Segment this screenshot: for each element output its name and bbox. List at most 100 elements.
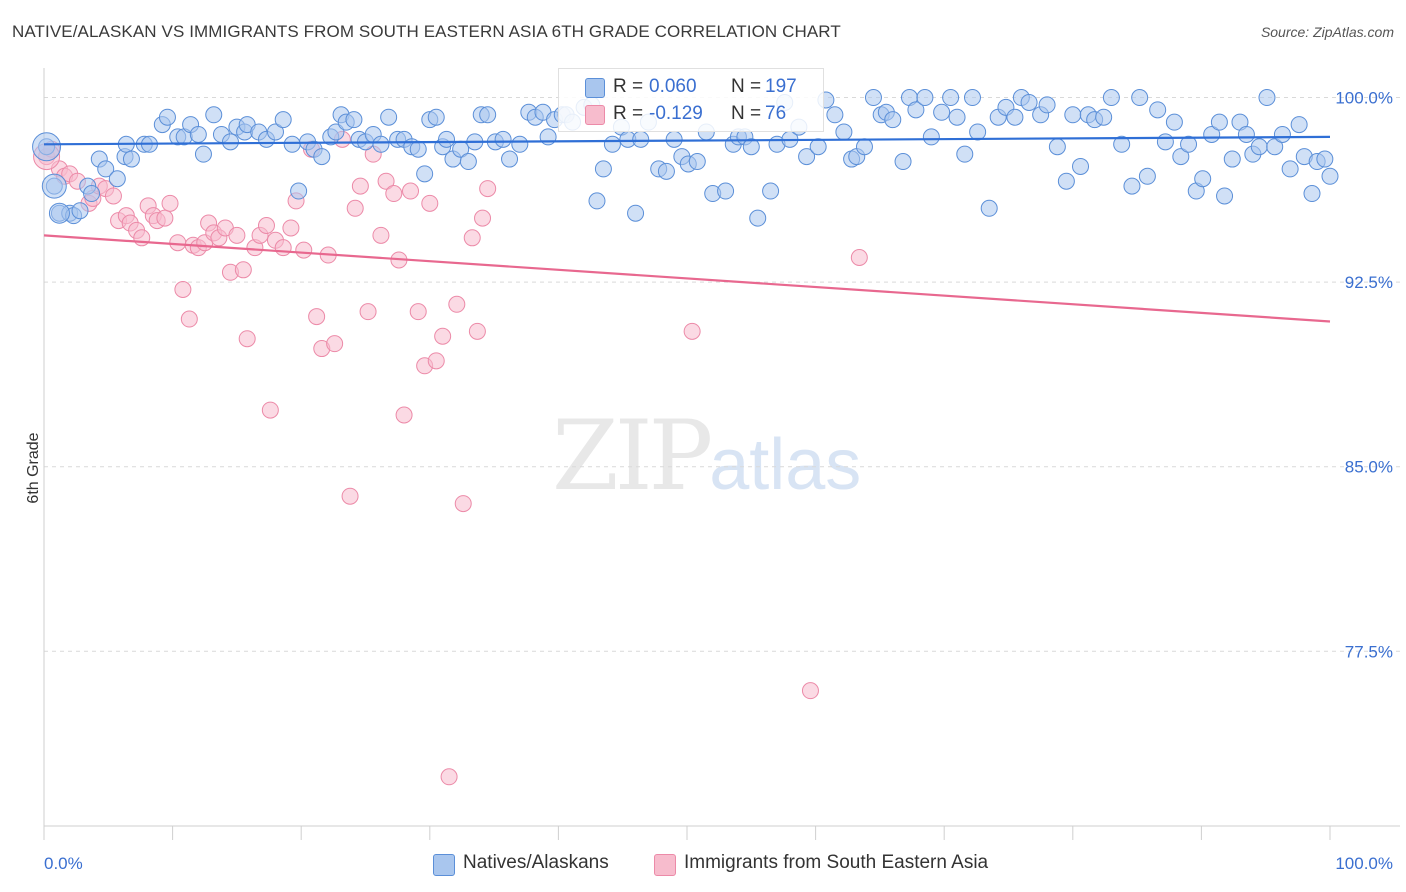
natives-point [427, 108, 445, 126]
natives-point [942, 89, 960, 107]
natives-point [189, 125, 207, 143]
natives-point [1138, 167, 1156, 185]
immigrants-point [395, 406, 413, 424]
immigrants-point [468, 322, 486, 340]
natives-point-large [41, 173, 67, 199]
immigrants-point [463, 229, 481, 247]
natives-point [1131, 89, 1149, 107]
natives-point [1216, 187, 1234, 205]
grid-lines [44, 97, 1400, 652]
natives-point [283, 135, 301, 153]
immigrants-point [448, 295, 466, 313]
natives-point [948, 108, 966, 126]
natives-point [1156, 133, 1174, 151]
series-natives-points [32, 89, 1339, 227]
immigrants-point [359, 303, 377, 321]
natives-point [494, 130, 512, 148]
natives-point [657, 162, 675, 180]
natives-point [749, 209, 767, 227]
natives-point [1250, 138, 1268, 156]
watermark: ZIPatlas [552, 400, 861, 512]
natives-point [459, 153, 477, 171]
immigrants-trend-line [43, 234, 1331, 323]
immigrants-point [341, 487, 359, 505]
natives-point [122, 150, 140, 168]
immigrants-point [385, 185, 403, 203]
natives-trend-line [43, 135, 1331, 146]
natives-point [884, 111, 902, 129]
natives-point [969, 123, 987, 141]
natives-point [274, 111, 292, 129]
n-label: N = [731, 103, 762, 124]
watermark-atlas: atlas [709, 425, 862, 505]
immigrants-point [161, 194, 179, 212]
natives-point [380, 108, 398, 126]
immigrants-point [427, 352, 445, 370]
axes [43, 68, 1400, 840]
natives-legend-swatch [433, 854, 455, 876]
immigrants-point [282, 219, 300, 237]
natives-point [1113, 135, 1131, 153]
natives-point [1165, 113, 1183, 131]
y-tick-label: 85.0% [1345, 458, 1393, 477]
immigrants-point [180, 310, 198, 328]
immigrants-point [440, 768, 458, 786]
n-label: N = [731, 76, 762, 97]
y-axis-label: 6th Grade [25, 432, 42, 503]
natives-point [438, 130, 456, 148]
natives-point [894, 153, 912, 171]
immigrants-point [238, 330, 256, 348]
natives-point-large [48, 202, 70, 224]
natives-point [1048, 138, 1066, 156]
chart-title: NATIVE/ALASKAN VS IMMIGRANTS FROM SOUTH … [12, 22, 841, 41]
natives-point [1180, 135, 1198, 153]
natives-point [205, 106, 223, 124]
natives-point [1281, 160, 1299, 178]
natives-point [1038, 96, 1056, 114]
natives-point [922, 128, 940, 146]
natives-point [864, 89, 882, 107]
natives-point [588, 192, 606, 210]
natives-point [501, 150, 519, 168]
natives-point [313, 148, 331, 166]
natives-point [83, 185, 101, 203]
stats-legend: R = 0.060 N = 197 R = -0.129 N = 76 [558, 68, 824, 132]
natives-point [108, 170, 126, 188]
natives-point [1290, 116, 1308, 134]
natives-point [1020, 93, 1038, 111]
natives-point [1258, 89, 1276, 107]
n-value: 197 [765, 76, 797, 97]
immigrants-point [228, 226, 246, 244]
immigrants-point [850, 249, 868, 266]
r-value: 0.060 [649, 76, 697, 97]
immigrants-point [326, 335, 344, 353]
natives-point [290, 182, 308, 200]
natives-point [742, 138, 760, 156]
natives-point [345, 111, 363, 129]
immigrants-legend-label: Immigrants from South Eastern Asia [684, 852, 989, 873]
immigrants-point [295, 241, 313, 259]
natives-point [717, 182, 735, 200]
natives-point [855, 138, 873, 156]
natives-point [1273, 125, 1291, 143]
natives-point-large [32, 132, 62, 162]
natives-point [1194, 170, 1212, 188]
immigrants-point [474, 209, 492, 227]
natives-point [1172, 148, 1190, 166]
immigrants-point [351, 177, 369, 195]
natives-point [762, 182, 780, 200]
natives-point [221, 133, 239, 151]
immigrants-swatch [585, 105, 605, 125]
natives-point [835, 123, 853, 141]
immigrants-point [261, 401, 279, 419]
natives-point [266, 123, 284, 141]
natives-point [71, 202, 89, 220]
immigrants-point [434, 327, 452, 345]
natives-swatch [585, 78, 605, 98]
immigrants-point [683, 322, 701, 340]
natives-point [1072, 157, 1090, 175]
x-tick-label: 0.0% [44, 854, 83, 873]
natives-point [409, 140, 427, 158]
y-tick-label: 100.0% [1335, 89, 1393, 108]
natives-point [632, 130, 650, 148]
